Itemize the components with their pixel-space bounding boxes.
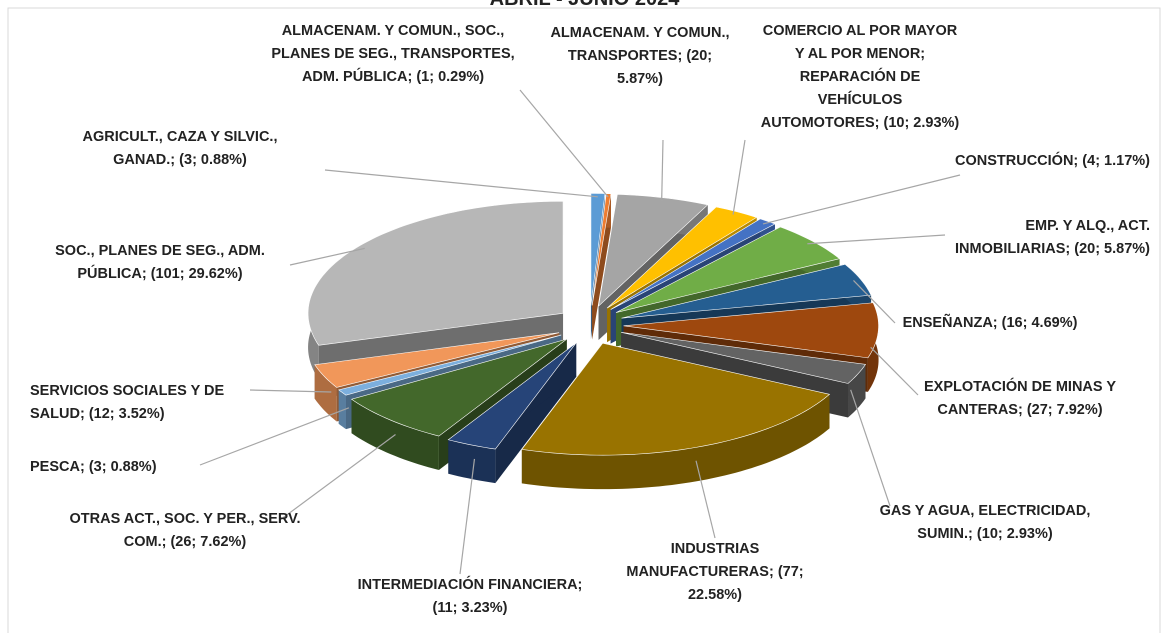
data-label: PESCA; (3; 0.88%): [30, 456, 230, 479]
leader-line: [853, 280, 896, 324]
leader-line: [661, 139, 664, 202]
label-value: (3; 0.88%): [88, 459, 157, 475]
slice-side: [848, 364, 866, 418]
slice: [521, 342, 831, 456]
slice: [610, 218, 776, 310]
chart-border: [7, 7, 1161, 633]
label-name: SOC., PLANES DE SEG., ADM. PÚBLICA;: [55, 243, 265, 282]
label-name: AGRICULT., CAZA Y SILVIC., GANAD.;: [82, 129, 278, 168]
data-label: SERVICIOS SOCIALES Y DE SALUD; (12; 3.52…: [30, 380, 280, 426]
label-name: OTRAS ACT., SOC. Y PER., SERV. COM.;: [69, 511, 301, 550]
data-label: GAS Y AGUA, ELECTRICIDAD, SUMIN.; (10; 2…: [855, 500, 1115, 546]
slice: [350, 338, 567, 437]
slice-side: [448, 439, 496, 484]
label-value: (11; 3.23%): [432, 600, 508, 616]
leader-line: [850, 389, 891, 507]
data-label: ENSEÑANZA; (16; 4.69%): [890, 312, 1090, 335]
label-name: CONSTRUCCIÓN;: [955, 153, 1079, 169]
slice: [598, 194, 709, 307]
label-value: (1; 0.29%): [416, 69, 485, 85]
slice: [615, 226, 841, 313]
slice-side: [338, 389, 347, 430]
slice: [606, 206, 758, 309]
label-value: (20; 5.87%): [617, 48, 713, 87]
leader-line: [807, 234, 946, 245]
slice: [447, 342, 577, 450]
chart-title: ABRIL - JUNIO 2024: [0, 0, 1169, 11]
slice: [314, 332, 560, 388]
slice: [591, 193, 612, 340]
slice: [447, 342, 577, 484]
label-name: SERVICIOS SOCIALES Y DE SALUD;: [30, 383, 225, 422]
leader-line: [279, 434, 396, 521]
label-name: ALMACENAM. Y COMUN., SOC., PLANES DE SEG…: [271, 23, 515, 85]
label-value: (27; 7.92%): [1026, 402, 1103, 418]
slices: [307, 193, 879, 490]
label-name: GAS Y AGUA, ELECTRICIDAD, SUMIN.;: [879, 503, 1091, 542]
leader-line: [249, 389, 332, 393]
slice-wall: [592, 193, 611, 340]
label-name: COMERCIO AL POR MAYOR Y AL POR MENOR; RE…: [760, 23, 958, 131]
label-name: EMP. Y ALQ., ACT. INMOBILIARIAS;: [955, 218, 1150, 257]
data-label: EMP. Y ALQ., ACT. INMOBILIARIAS; (20; 5.…: [930, 215, 1150, 261]
label-name: INDUSTRIAS MANUFACTURERAS;: [626, 541, 774, 580]
leader-line: [199, 407, 350, 466]
data-label: ALMACENAM. Y COMUN., TRANSPORTES; (20; 5…: [545, 22, 735, 91]
slice: [623, 302, 879, 359]
leader-line: [519, 89, 609, 198]
leader-line: [762, 174, 961, 225]
label-name: PESCA;: [30, 459, 85, 475]
label-value: (12; 3.52%): [88, 406, 165, 422]
data-label: EXPLOTACIÓN DE MINAS Y CANTERAS; (27; 7.…: [920, 376, 1120, 422]
label-value: (16; 4.69%): [1001, 315, 1078, 331]
slice-side: [521, 394, 830, 490]
data-label: INTERMEDIACIÓN FINANCIERA; (11; 3.23%): [345, 574, 595, 620]
label-value: (10; 2.93%): [976, 526, 1053, 542]
data-label: ALMACENAM. Y COMUN., SOC., PLANES DE SEG…: [268, 20, 518, 89]
data-label: COMERCIO AL POR MAYOR Y AL POR MENOR; RE…: [760, 20, 960, 135]
data-label: CONSTRUCCIÓN; (4; 1.17%): [930, 150, 1150, 173]
data-label: AGRICULT., CAZA Y SILVIC., GANAD.; (3; 0…: [70, 126, 290, 172]
label-value: (4; 1.17%): [1082, 153, 1150, 169]
label-value: (10; 2.93%): [883, 115, 960, 131]
slice: [521, 342, 831, 490]
leader-line: [870, 346, 919, 396]
slice: [338, 334, 562, 396]
data-label: SOC., PLANES DE SEG., ADM. PÚBLICA; (101…: [30, 240, 290, 286]
label-value: (26; 7.62%): [170, 534, 247, 550]
label-value: (77; 22.58%): [687, 564, 804, 603]
label-name: EXPLOTACIÓN DE MINAS Y CANTERAS;: [923, 379, 1116, 418]
slice: [621, 263, 872, 319]
slice: [307, 200, 564, 346]
leader-line: [459, 458, 476, 575]
label-value: (20; 5.87%): [1074, 241, 1150, 257]
label-name: ENSEÑANZA;: [902, 315, 998, 331]
label-name: INTERMEDIACIÓN FINANCIERA;: [357, 577, 583, 593]
leader-line: [289, 247, 365, 266]
slice: [621, 332, 867, 384]
slice: [591, 193, 612, 306]
label-value: (101; 29.62%): [150, 266, 243, 282]
data-label: OTRAS ACT., SOC. Y PER., SERV. COM.; (26…: [60, 508, 310, 554]
leader-line: [695, 460, 716, 539]
leader-line: [732, 139, 746, 215]
label-value: (3; 0.88%): [179, 152, 247, 168]
label-name: ALMACENAM. Y COMUN., TRANSPORTES;: [550, 25, 730, 64]
slice-side: [314, 364, 337, 422]
leader-line: [324, 169, 598, 198]
data-label: INDUSTRIAS MANUFACTURERAS; (77; 22.58%): [615, 538, 815, 607]
